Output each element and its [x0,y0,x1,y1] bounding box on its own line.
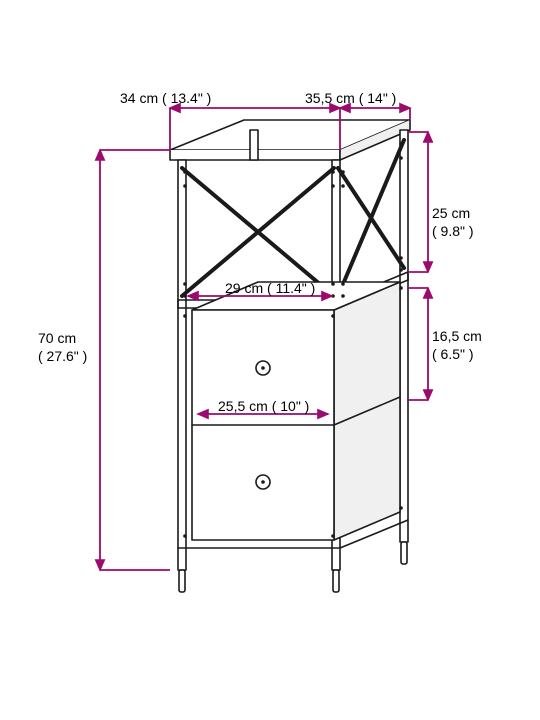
label-shelf: 29 cm ( 11.4" ) [225,280,315,296]
label-depth-top: 35,5 cm ( 14" ) [305,90,396,106]
label-drawer: 25,5 cm ( 10" ) [218,398,309,414]
label-lower-right: 16,5 cm( 6.5" ) [432,328,482,363]
label-height-left: 70 cm( 27.6" ) [38,330,87,365]
label-upper-right: 25 cm( 9.8" ) [432,205,474,240]
label-width-top: 34 cm ( 13.4" ) [120,90,211,106]
diagram-stage: 34 cm ( 13.4" ) 35,5 cm ( 14" ) 70 cm( 2… [0,0,540,720]
